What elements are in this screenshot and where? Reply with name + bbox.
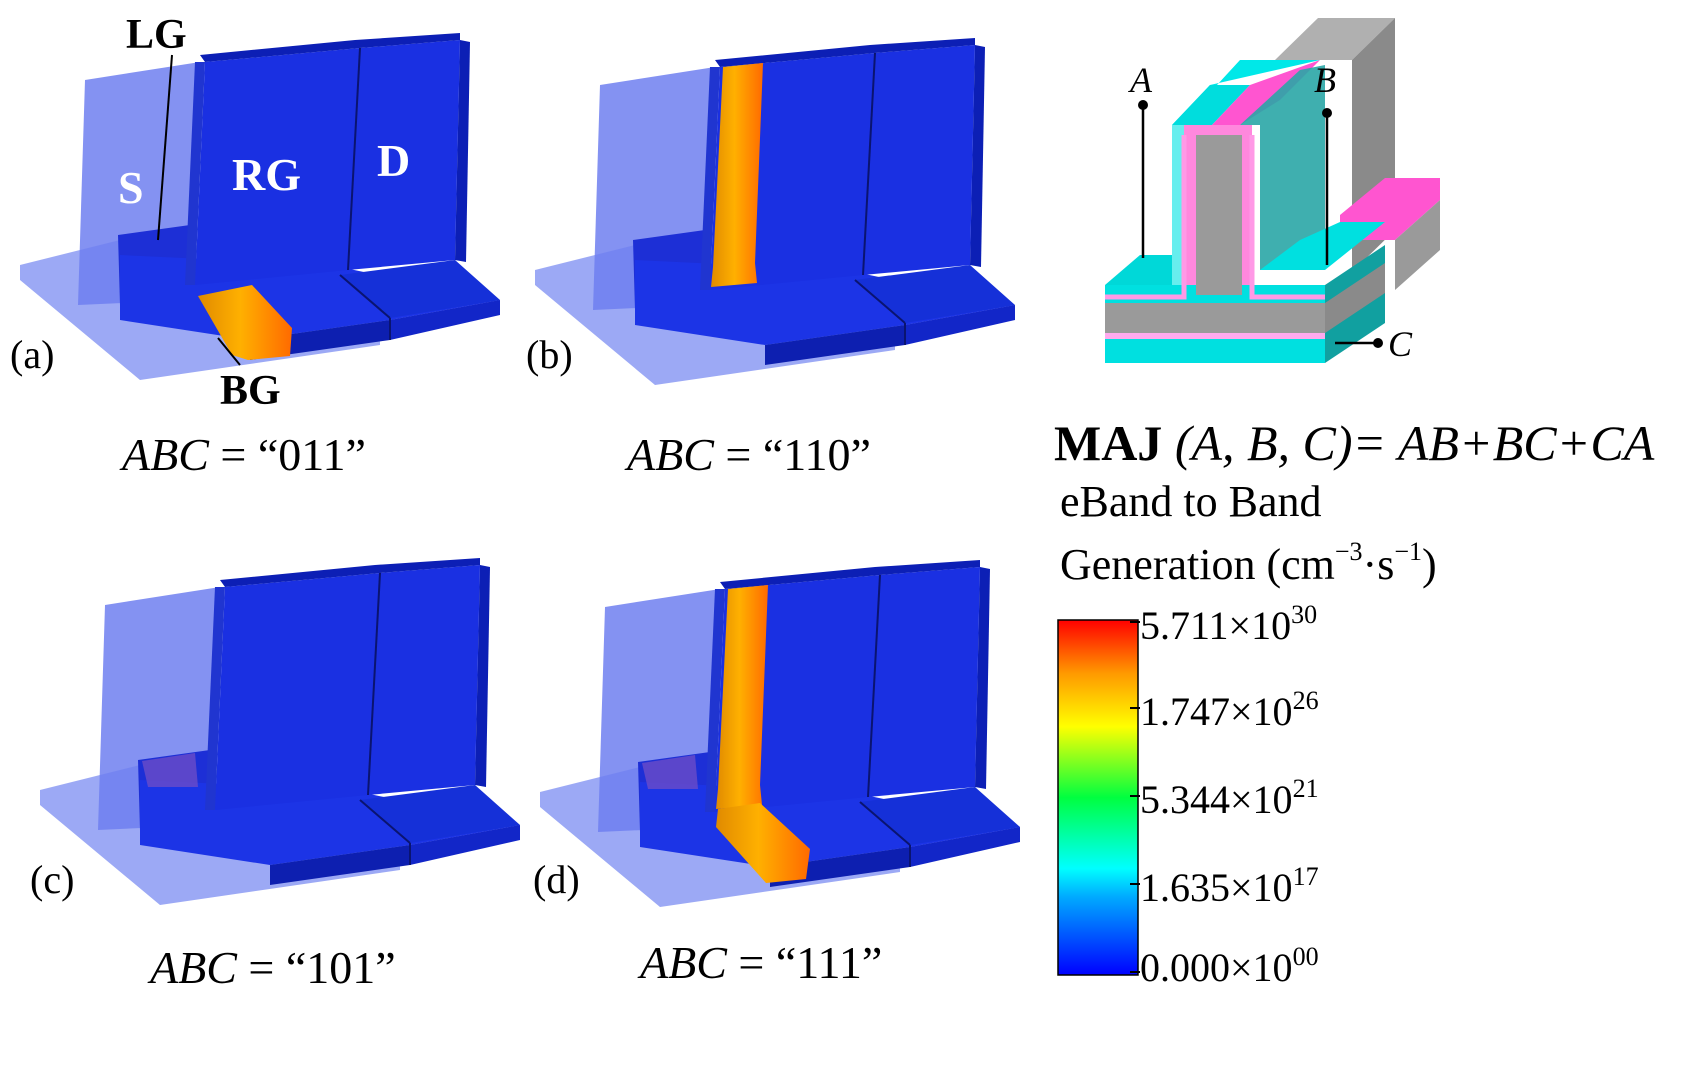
label-rg: RG [232,149,301,200]
colorbar-ticks [1130,621,1140,973]
caption-b: ABC = “110” [627,429,871,480]
maj-gate-schematic [1105,18,1440,363]
device-panel-d [539,559,1021,908]
colorbar-title-line2: Generation (cm−3·s−1) [1060,537,1437,589]
caption-d: ABC = “111” [640,937,883,988]
panel-tag-b: (b) [526,332,573,377]
label-bg: BG [220,368,281,414]
colorbar-tick-label: 1.747×1026 [1140,686,1319,734]
device-panel-a [19,32,501,381]
colorbar-tick-label: 0.000×1000 [1140,942,1319,990]
colorbar-title-line1: eBand to Band [1060,477,1322,526]
label-d: D [377,135,411,186]
input-c-label: C [1388,324,1413,364]
panel-tag-d: (d) [533,857,580,902]
input-a-label: A [1130,60,1152,100]
device-panel-b [534,37,1016,386]
label-s: S [118,162,144,213]
colorbar-tick-label: 1.635×1017 [1140,862,1319,910]
colorbar-tick-label: 5.344×1021 [1140,774,1319,822]
label-lg: LG [126,12,187,58]
corner-glow-c [142,753,198,787]
caption-c: ABC = “101” [150,942,396,993]
colorbar-gradient [1057,619,1139,976]
device-panel-c [39,557,521,906]
input-b-label: B [1314,60,1336,100]
bg-hotspot-d [716,803,810,883]
panel-tag-c: (c) [30,857,75,902]
maj-equation: MAJ (A, B, C)= AB+BC+CA [1054,415,1655,471]
colorbar-tick-label: 5.711×1030 [1140,600,1318,648]
lg-hotspot-b [711,63,763,287]
lg-hotspot-d [716,585,768,809]
panel-tag-a: (a) [10,332,55,377]
bg-hotspot-a [198,285,292,360]
caption-a: ABC = “011” [122,429,366,480]
